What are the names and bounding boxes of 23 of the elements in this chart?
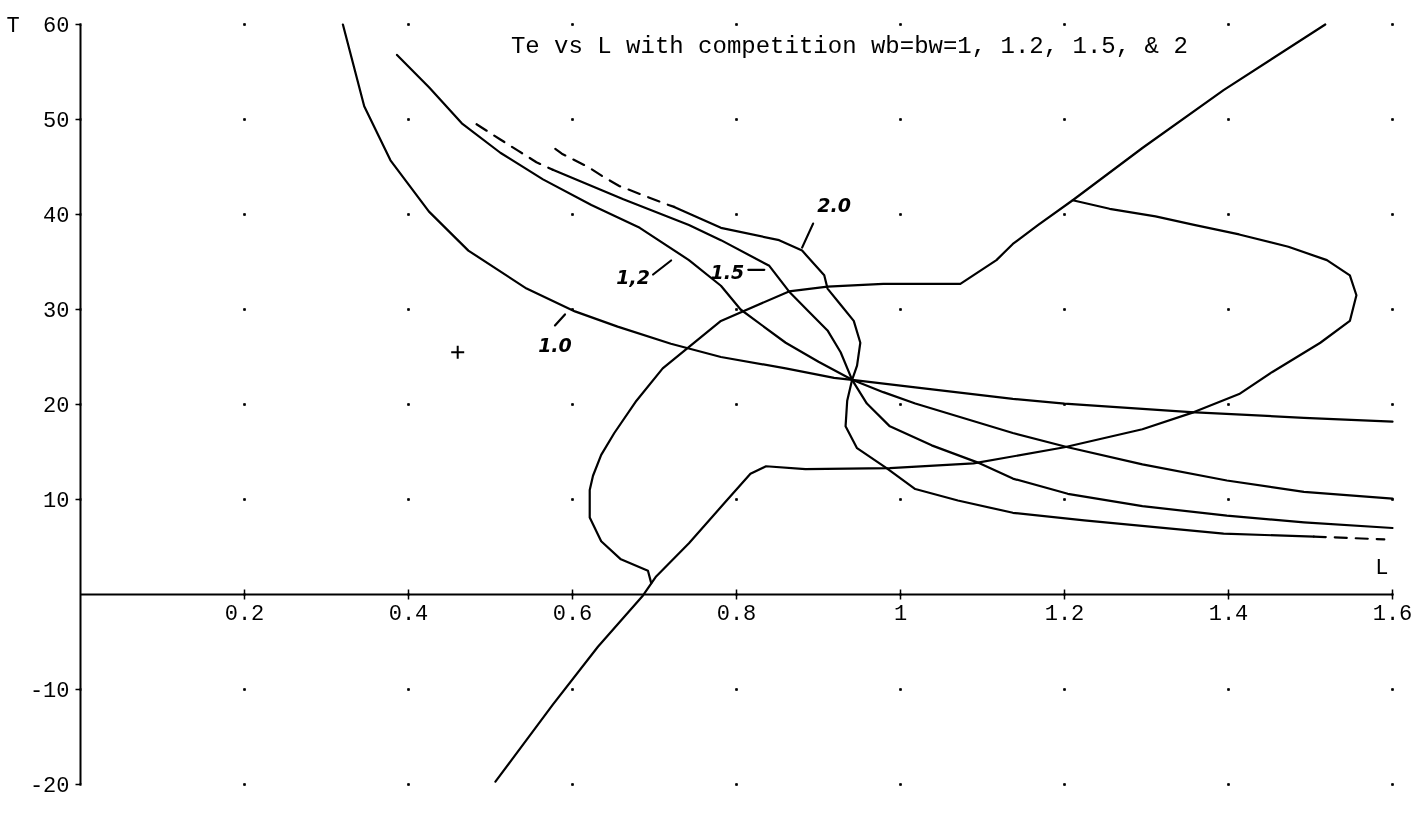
annotation: 1,2 bbox=[616, 265, 650, 288]
y-tick-label: 20 bbox=[43, 394, 70, 419]
chart-title: Te vs L with competition wb=bw=1, 1.2, 1.5, & 2 bbox=[510, 32, 1188, 60]
y-tick-label: -10 bbox=[29, 679, 70, 704]
y-tick-label: 50 bbox=[43, 109, 70, 134]
annotation: 1.5 bbox=[710, 260, 745, 283]
x-tick-label: 1.6 bbox=[1372, 601, 1413, 627]
x-tick-label: 1.2 bbox=[1044, 601, 1085, 627]
x-tick-label: 1.4 bbox=[1208, 601, 1249, 627]
x-tick-label: 0.2 bbox=[224, 601, 265, 627]
annotation: 2.0 bbox=[817, 193, 851, 216]
y-axis-title: T bbox=[6, 14, 20, 39]
y-tick-label: 60 bbox=[43, 14, 70, 39]
y-tick-label: 30 bbox=[43, 299, 70, 324]
y-tick-label: -20 bbox=[29, 774, 70, 799]
x-tick-label: 0.6 bbox=[552, 601, 593, 627]
y-tick-label: 10 bbox=[43, 489, 70, 514]
y-tick-label: 40 bbox=[43, 204, 70, 229]
x-tick-label: 1 bbox=[893, 601, 908, 627]
annotation: 1.0 bbox=[538, 334, 572, 357]
x-tick-label: 0.4 bbox=[388, 601, 429, 627]
x-tick-label: 0.8 bbox=[716, 601, 757, 627]
x-axis-title: L bbox=[1375, 555, 1389, 581]
